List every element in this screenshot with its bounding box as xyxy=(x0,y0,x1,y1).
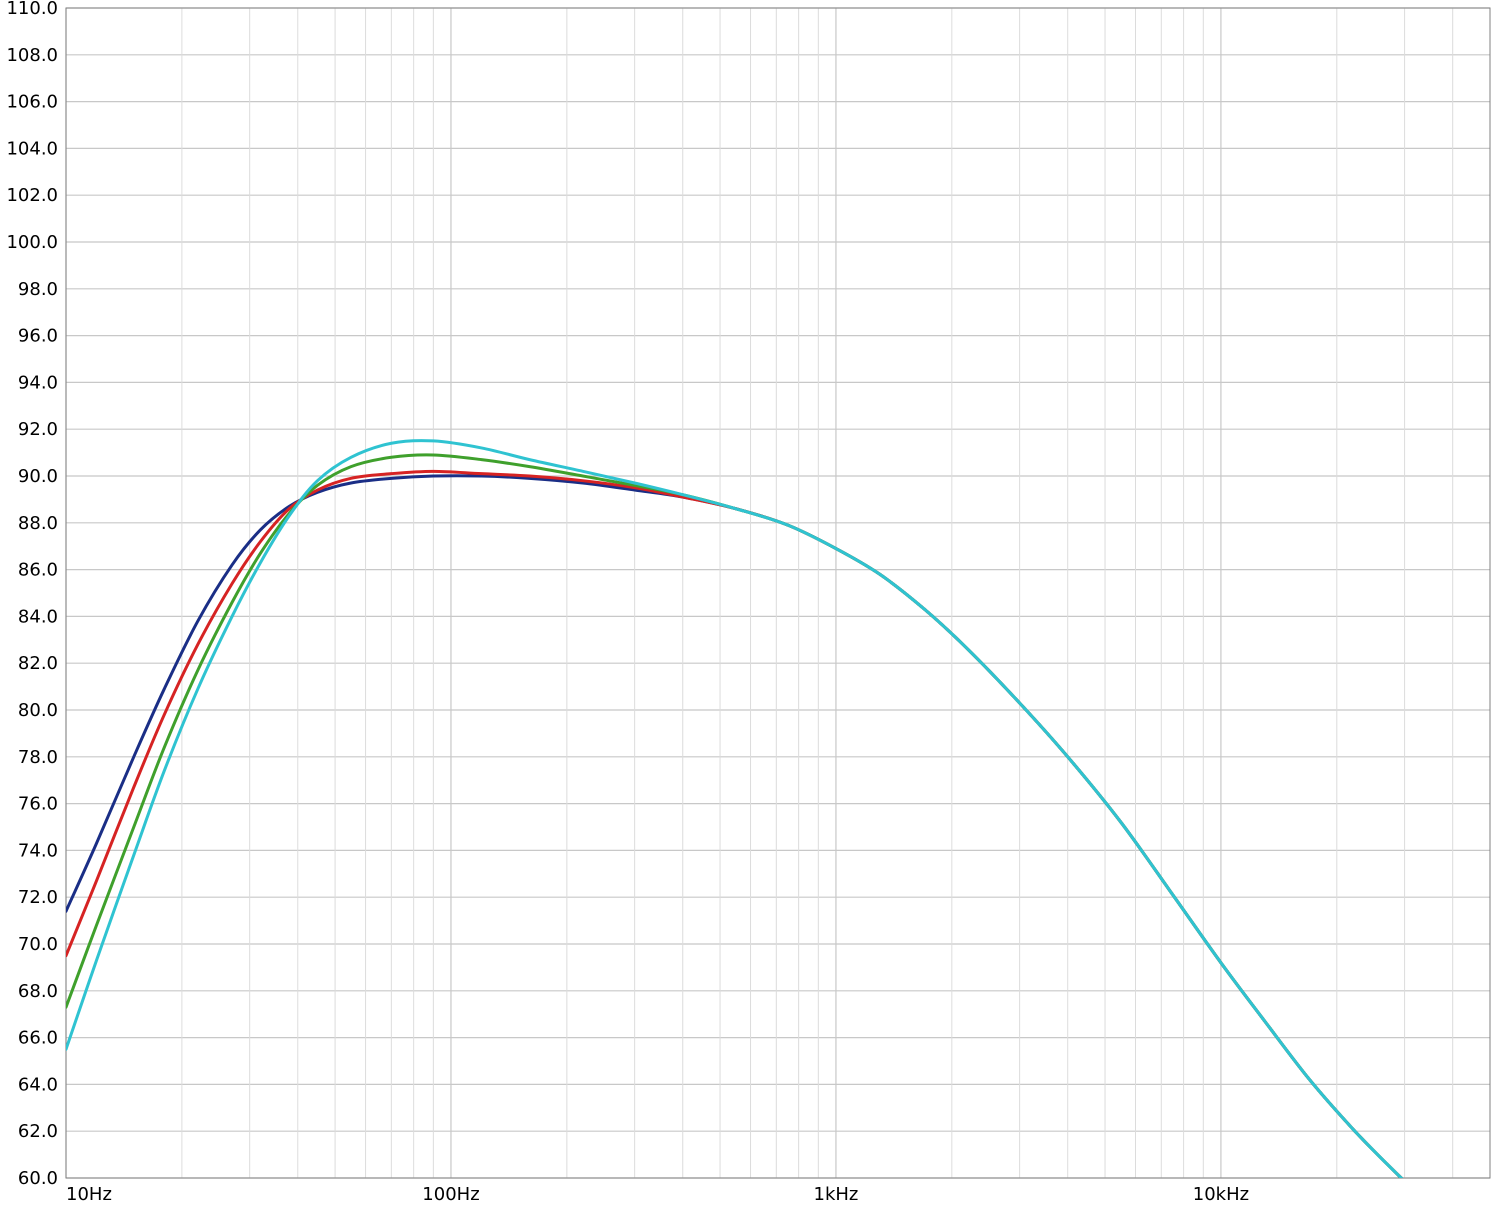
y-tick-label: 98.0 xyxy=(18,279,58,300)
y-tick-label: 86.0 xyxy=(18,560,58,581)
y-tick-label: 80.0 xyxy=(18,700,58,721)
y-tick-label: 78.0 xyxy=(18,747,58,768)
y-tick-label: 102.0 xyxy=(6,185,58,206)
y-tick-label: 92.0 xyxy=(18,419,58,440)
y-tick-label: 90.0 xyxy=(18,466,58,487)
chart-background xyxy=(0,0,1500,1206)
y-tick-label: 64.0 xyxy=(18,1074,58,1095)
y-tick-label: 110.0 xyxy=(6,0,58,19)
y-tick-label: 82.0 xyxy=(18,653,58,674)
y-tick-label: 94.0 xyxy=(18,372,58,393)
y-tick-label: 70.0 xyxy=(18,934,58,955)
y-tick-label: 108.0 xyxy=(6,45,58,66)
y-tick-label: 72.0 xyxy=(18,887,58,908)
y-tick-label: 96.0 xyxy=(18,326,58,347)
y-tick-label: 68.0 xyxy=(18,981,58,1002)
y-tick-label: 62.0 xyxy=(18,1121,58,1142)
x-tick-label: 100Hz xyxy=(422,1184,479,1205)
y-tick-label: 88.0 xyxy=(18,513,58,534)
y-tick-label: 100.0 xyxy=(6,232,58,253)
y-tick-label: 104.0 xyxy=(6,138,58,159)
y-tick-label: 106.0 xyxy=(6,92,58,113)
frequency-response-chart: 60.0 62.0 64.0 66.0 68.0 70.0 72.0 74.0 76.0 78.0… xyxy=(0,0,1500,1206)
x-tick-label: 1kHz xyxy=(814,1184,859,1205)
y-tick-label: 84.0 xyxy=(18,606,58,627)
x-tick-label: 10Hz xyxy=(66,1184,112,1205)
x-tick-label: 10kHz xyxy=(1193,1184,1249,1205)
y-tick-label: 60.0 xyxy=(18,1168,58,1189)
y-tick-label: 74.0 xyxy=(18,840,58,861)
y-tick-label: 66.0 xyxy=(18,1028,58,1049)
chart-svg: 60.0 62.0 64.0 66.0 68.0 70.0 72.0 74.0 76.0 78.0… xyxy=(0,0,1500,1206)
y-tick-label: 76.0 xyxy=(18,794,58,815)
